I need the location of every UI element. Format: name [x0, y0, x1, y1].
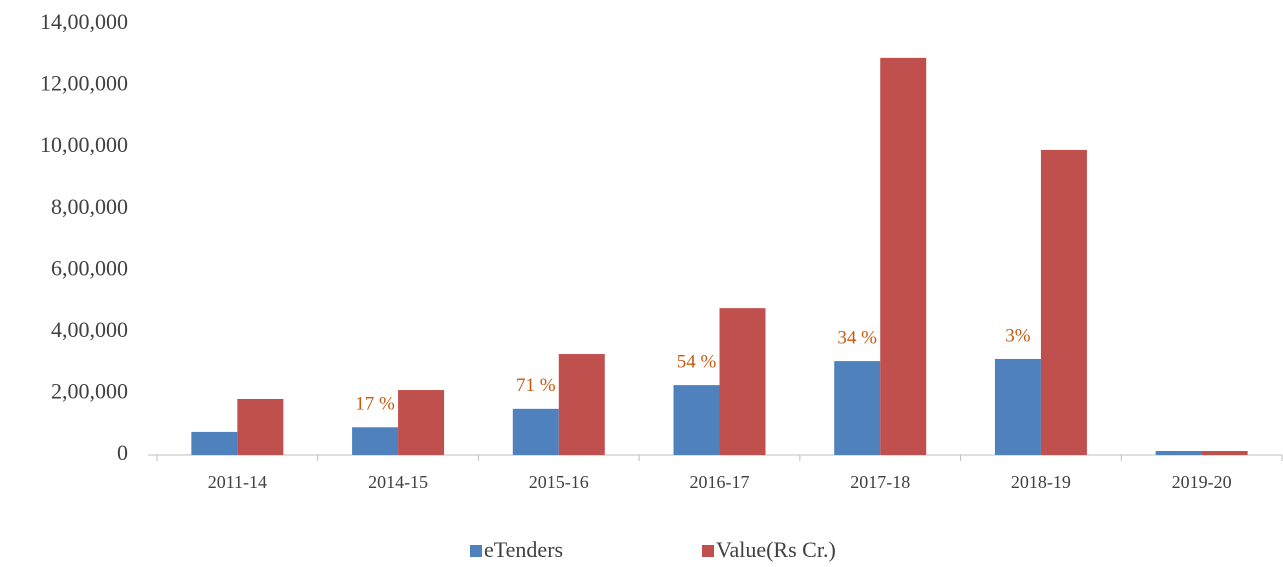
y-tick-label: 2,00,000 — [51, 378, 128, 403]
x-tick-label: 2016-17 — [690, 472, 750, 492]
x-tick-label: 2014-15 — [368, 472, 428, 492]
legend-swatch — [470, 545, 482, 557]
y-tick-label: 8,00,000 — [51, 194, 128, 219]
x-tick-label: 2017-18 — [850, 472, 910, 492]
bar — [1155, 450, 1202, 455]
x-tick-label: 2011-14 — [208, 472, 267, 492]
bar — [512, 408, 559, 455]
annotation: 54 % — [677, 351, 717, 372]
legend-swatch — [702, 545, 714, 557]
bar — [1201, 450, 1248, 455]
bar — [834, 361, 881, 455]
legend-label: eTenders — [484, 537, 563, 562]
y-tick-label: 0 — [117, 440, 128, 465]
bar — [558, 354, 605, 455]
bar — [352, 427, 399, 455]
y-tick-label: 4,00,000 — [51, 317, 128, 342]
bar — [191, 431, 238, 455]
x-tick-label: 2019-20 — [1172, 472, 1232, 492]
y-tick-label: 12,00,000 — [40, 71, 128, 96]
annotation: 71 % — [516, 375, 556, 396]
bar — [719, 308, 766, 455]
annotation: 34 % — [837, 327, 877, 348]
x-tick-label: 2018-19 — [1011, 472, 1071, 492]
bar — [398, 390, 445, 455]
bar — [673, 385, 720, 455]
x-tick-label: 2015-16 — [529, 472, 589, 492]
y-tick-label: 14,00,000 — [40, 9, 128, 34]
legend-label: Value(Rs Cr.) — [716, 537, 836, 562]
y-tick-label: 6,00,000 — [51, 255, 128, 280]
annotation: 17 % — [355, 394, 395, 415]
bar — [994, 358, 1041, 455]
y-tick-label: 10,00,000 — [40, 132, 128, 157]
bar — [237, 398, 284, 455]
bar — [880, 57, 927, 455]
bar — [1040, 149, 1087, 455]
annotation: 3% — [1005, 325, 1031, 346]
